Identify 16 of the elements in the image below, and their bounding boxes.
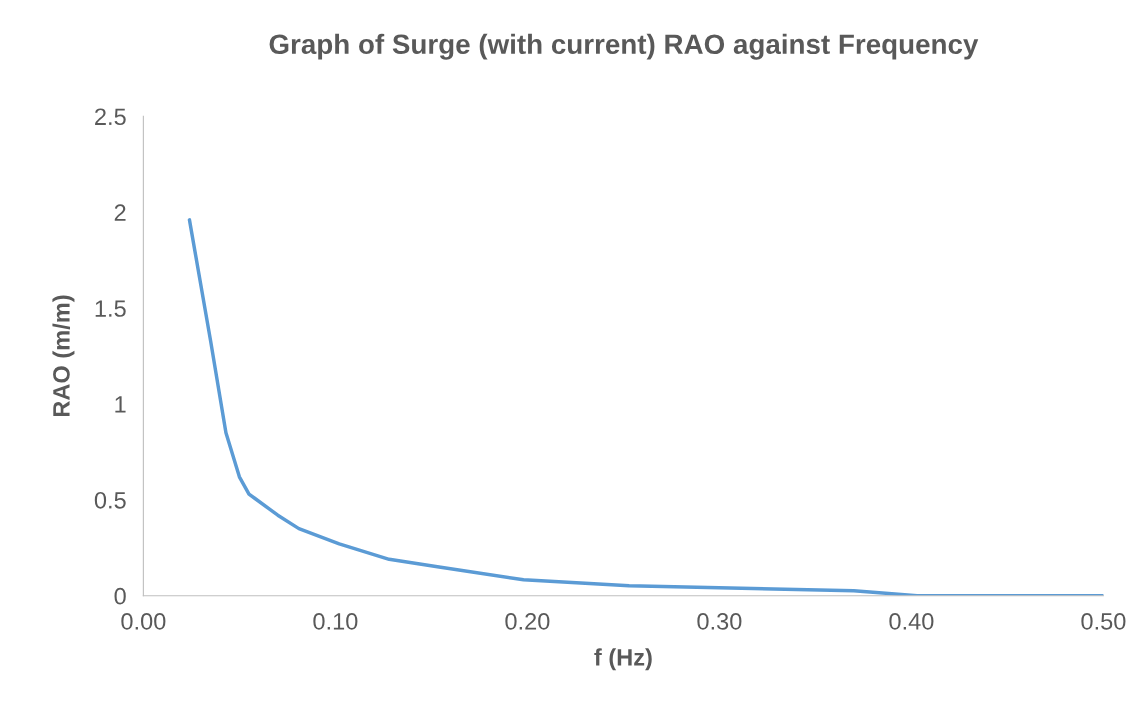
- y-axis-title: RAO (m/m): [52, 295, 75, 417]
- chart-title: Graph of Surge (with current) RAO against Frequency: [269, 33, 979, 60]
- y-tick-label: 1: [115, 396, 126, 413]
- x-axis-title: f (Hz): [594, 648, 652, 671]
- x-tick-label: 0.30: [697, 613, 742, 630]
- y-tick-label: 2: [114, 204, 126, 221]
- x-tick-label: 0.10: [313, 613, 358, 630]
- y-tick-label: 2.5: [95, 108, 126, 126]
- x-tick-label: 0.00: [121, 613, 166, 630]
- y-tick-label: 0.5: [94, 491, 126, 509]
- x-tick-label: 0.40: [889, 613, 934, 630]
- y-tick-label: 0: [114, 587, 126, 605]
- x-tick-label: 0.50: [1081, 613, 1126, 630]
- line-series: [187, 218, 1104, 596]
- y-tick-label: 1.5: [95, 300, 126, 317]
- x-tick-label: 0.20: [505, 613, 550, 630]
